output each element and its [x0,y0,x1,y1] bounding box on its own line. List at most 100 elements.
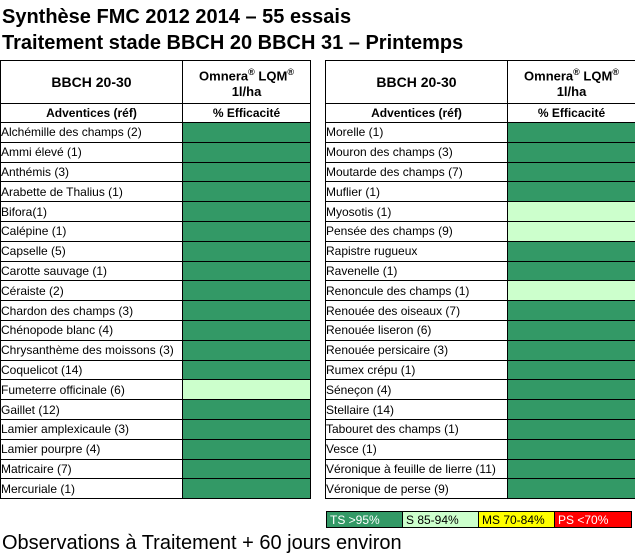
efficacy-cell [507,161,635,183]
efficacy-cell [507,458,635,480]
weed-name: Matricaire (7) [0,458,183,480]
product-lqm: LQM [579,68,613,84]
weed-name: Lamier pourpre (4) [0,438,183,460]
efficacy-cell [507,280,635,302]
product-dose: 1l/ha [231,84,262,100]
table-row: Vesce (1) [325,438,635,460]
weed-name: Carotte sauvage (1) [0,260,183,282]
table-header-row: BBCH 20-30 Omnera® LQM® 1l/ha [325,60,635,104]
table-row: Lamier amplexicaule (3) [0,418,311,440]
efficacy-cell [182,161,311,183]
weed-name: Calépine (1) [0,220,183,242]
efficacy-cell [507,201,635,222]
table-row: Anthémis (3) [0,161,311,183]
weed-name: Alchémille des champs (2) [0,122,183,143]
weed-name: Renouée persicaire (3) [325,339,508,361]
weed-name: Morelle (1) [325,122,508,143]
efficacy-cell [507,339,635,361]
legend-ts: TS >95% [326,511,403,528]
page-subtitle: Traitement stade BBCH 20 BBCH 31 – Print… [2,32,464,54]
efficacy-cell [507,240,635,262]
efficacy-cell [182,280,311,302]
table-row: Renouée persicaire (3) [325,339,635,361]
weed-name: Gaillet (12) [0,399,183,420]
table-row: Myosotis (1) [325,201,635,222]
table-row: Ammi élevé (1) [0,141,311,163]
footer-note: Observations à Traitement + 60 jours env… [2,532,402,554]
table-row: Renouée liseron (6) [325,319,635,341]
weed-name: Mouron des champs (3) [325,141,508,163]
efficacy-cell [182,399,311,420]
weed-name: Moutarde des champs (7) [325,161,508,183]
table-row: Moutarde des champs (7) [325,161,635,183]
efficacy-cell [507,260,635,282]
efficacy-cell [182,122,311,143]
table-row: Matricaire (7) [0,458,311,480]
weed-name: Arabette de Thalius (1) [0,181,183,203]
weeds-column-header: Adventices (réf) [0,103,183,123]
weed-name: Renoncule des champs (1) [325,280,508,302]
weed-name: Véronique à feuille de lierre (11) [325,458,508,480]
weed-name: Vesce (1) [325,438,508,460]
efficacy-cell [182,141,311,163]
efficacy-cell [507,438,635,460]
efficacy-column-header: % Efficacité [182,103,311,123]
efficacy-column-header: % Efficacité [507,103,635,123]
weeds-column-header: Adventices (réf) [325,103,508,123]
table-row: Chrysanthème des moissons (3) [0,339,311,361]
legend-s: S 85-94% [402,511,479,528]
efficacy-cell [182,418,311,440]
efficacy-cell [507,359,635,381]
efficacy-cell [182,438,311,460]
efficacy-cell [182,359,311,381]
efficacy-cell [507,478,635,500]
weed-name: Renouée des oiseaux (7) [325,300,508,321]
table-row: Véronique de perse (9) [325,478,635,500]
efficacy-cell [507,418,635,440]
registered-mark: ® [248,66,255,77]
weed-name: Myosotis (1) [325,201,508,222]
table-row: Mercuriale (1) [0,478,311,500]
efficacy-cell [182,319,311,341]
efficacy-cell [507,379,635,401]
weed-name: Chardon des champs (3) [0,300,183,321]
weed-name: Pensée des champs (9) [325,220,508,242]
efficacy-cell [182,201,311,222]
efficacy-cell [182,339,311,361]
efficacy-cell [182,478,311,500]
weed-name: Séneçon (4) [325,379,508,401]
table-row: Morelle (1) [325,122,635,143]
table-row: Calépine (1) [0,220,311,242]
registered-mark: ® [573,66,580,77]
weed-name: Fumeterre officinale (6) [0,379,183,401]
page-title: Synthèse FMC 2012 2014 – 55 essais [2,6,352,28]
table-row: Carotte sauvage (1) [0,260,311,282]
table-row: Muflier (1) [325,181,635,203]
table-row: Arabette de Thalius (1) [0,181,311,203]
table-row: Fumeterre officinale (6) [0,379,311,401]
efficacy-cell [182,240,311,262]
efficacy-cell [182,260,311,282]
legend-ps: PS <70% [554,511,632,528]
weed-name: Céraiste (2) [0,280,183,302]
stage-header: BBCH 20-30 [0,60,183,104]
efficacy-cell [507,122,635,143]
table-row: Rumex crépu (1) [325,359,635,381]
table-row: Gaillet (12) [0,399,311,420]
table-row: Coquelicot (14) [0,359,311,381]
weed-name: Véronique de perse (9) [325,478,508,500]
table-row: Capselle (5) [0,240,311,262]
weed-name: Muflier (1) [325,181,508,203]
weed-name: Chénopode blanc (4) [0,319,183,341]
weed-name: Stellaire (14) [325,399,508,420]
table-row: Véronique à feuille de lierre (11) [325,458,635,480]
product-name: Omnera [524,68,574,84]
weed-name: Rumex crépu (1) [325,359,508,381]
efficacy-cell [182,220,311,242]
product-header: Omnera® LQM® 1l/ha [507,60,635,104]
table-row: Ravenelle (1) [325,260,635,282]
table-row: Céraiste (2) [0,280,311,302]
weed-name: Ammi élevé (1) [0,141,183,163]
efficacy-cell [182,181,311,203]
product-name: Omnera [199,68,249,84]
